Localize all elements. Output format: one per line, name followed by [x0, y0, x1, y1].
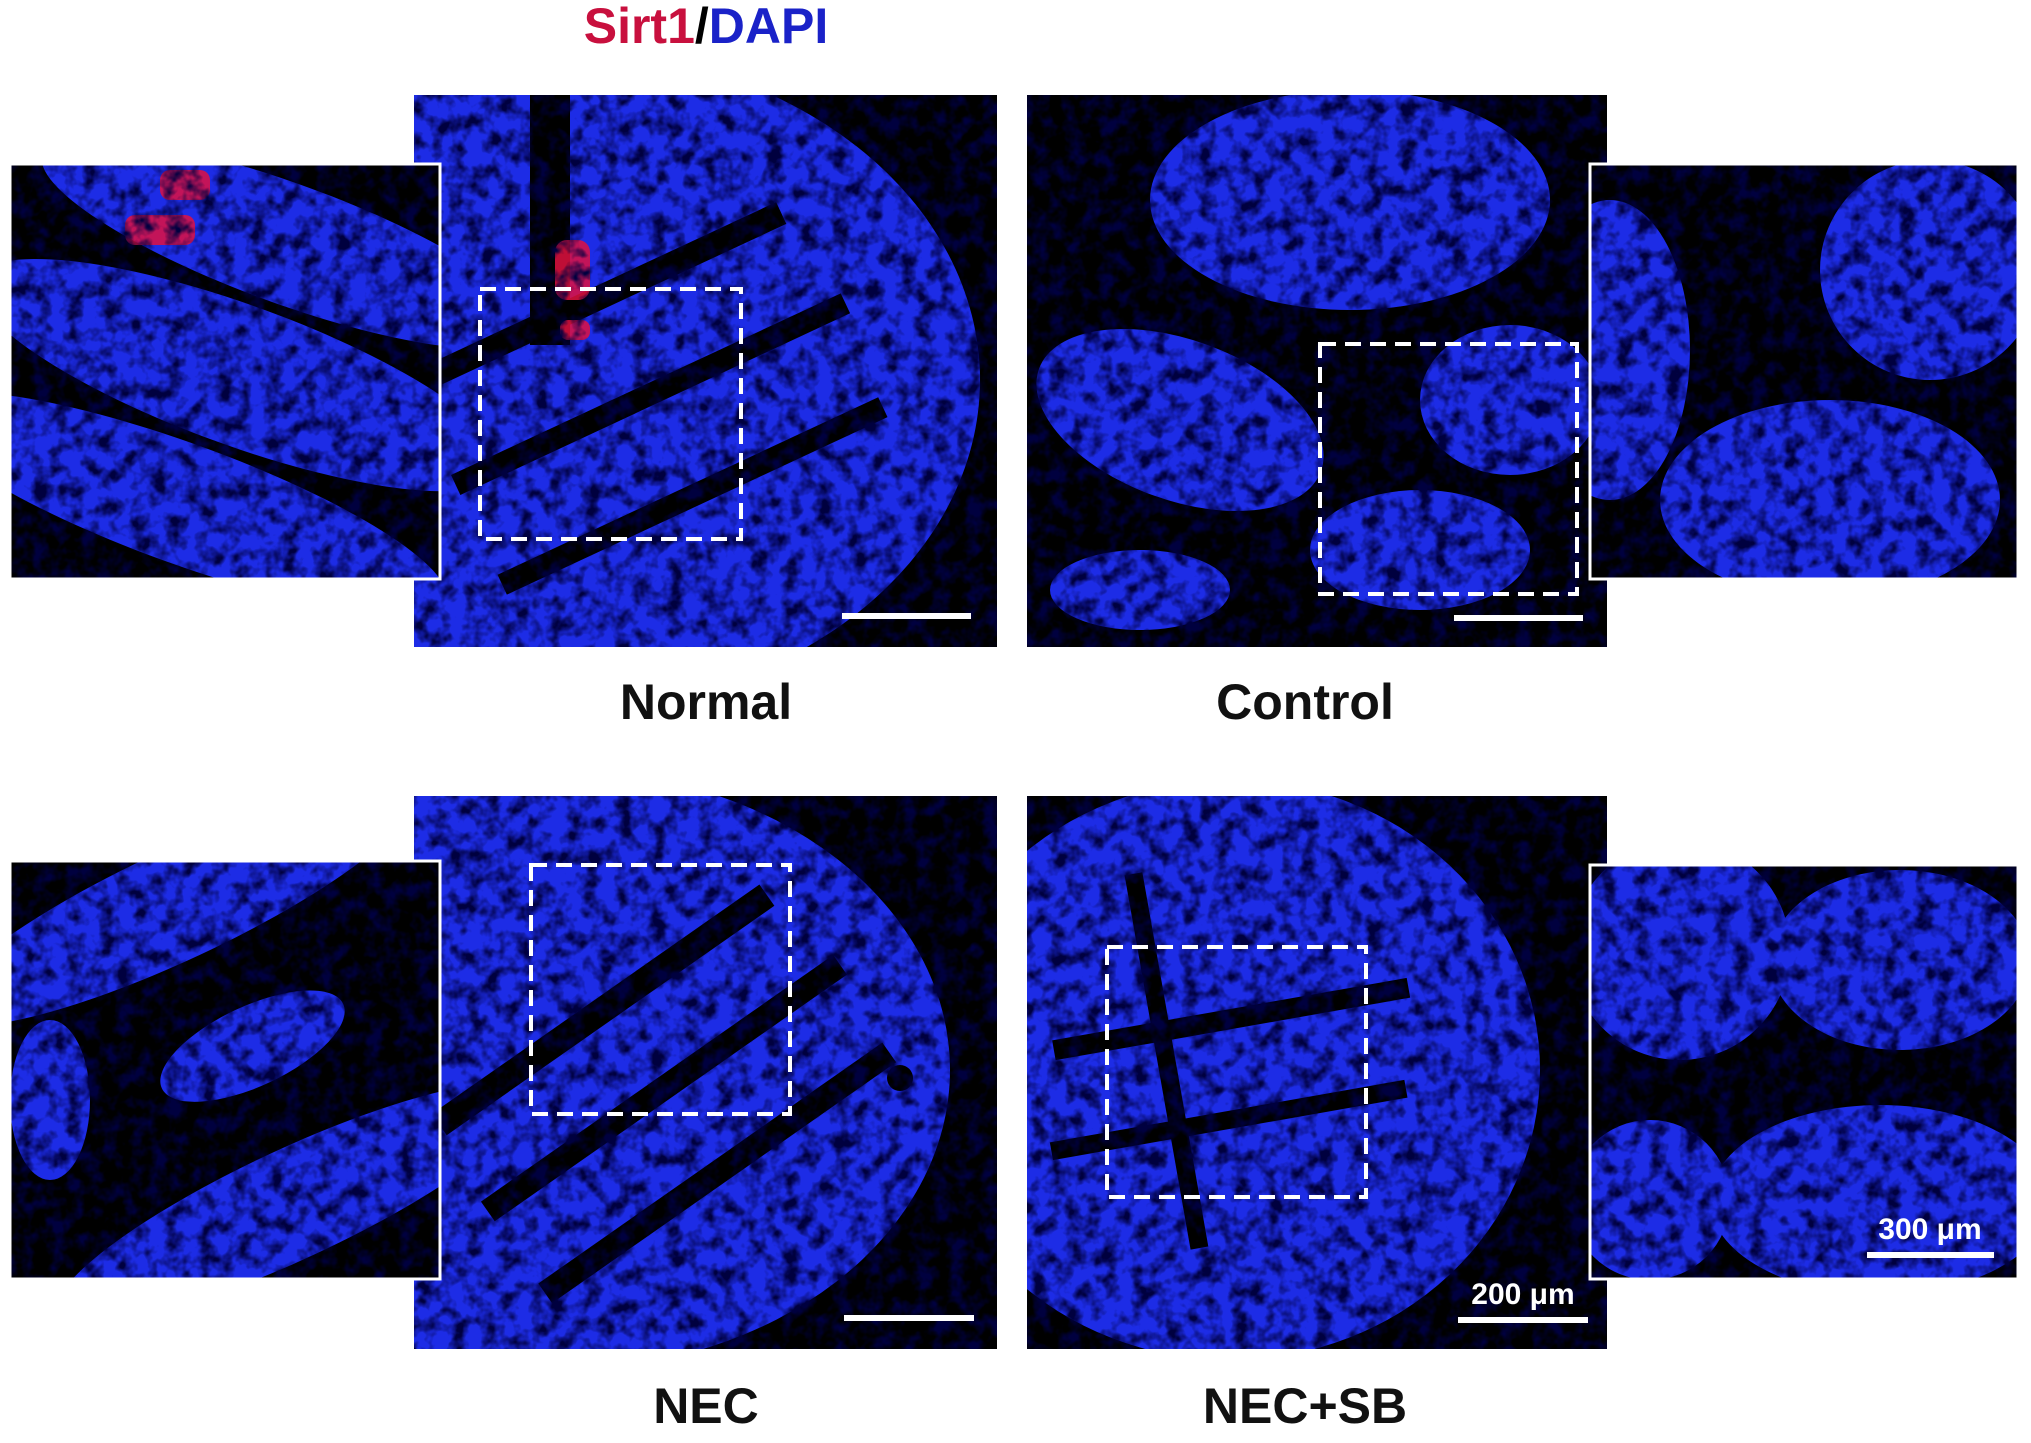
micrograph — [414, 796, 997, 1349]
panel-label: NEC+SB — [1203, 1378, 1407, 1434]
inset-micrograph — [10, 164, 440, 579]
inset-frame — [8, 162, 442, 581]
zoom-region — [1105, 945, 1368, 1199]
zoom-region — [1318, 342, 1579, 596]
stain-name: DAPI — [709, 0, 828, 54]
zoom-region — [529, 863, 792, 1116]
figure-title: Sirt1/DAPI — [584, 0, 829, 54]
inset-frame — [1588, 863, 2020, 1281]
inset-frame — [1588, 162, 2020, 581]
scale-bar-label: 300 μm — [1878, 1213, 1981, 1246]
scale-bar-label: 200 μm — [1471, 1278, 1574, 1311]
separator: / — [695, 0, 709, 54]
panel-label: Control — [1216, 674, 1394, 730]
inset-frame — [8, 859, 442, 1281]
micrograph — [1027, 796, 1607, 1349]
inset-micrograph — [1590, 164, 2018, 579]
panel-label: NEC — [653, 1378, 759, 1434]
panel-label: Normal — [620, 674, 792, 730]
micrograph — [414, 95, 997, 647]
micrograph — [1027, 95, 1607, 647]
inset-micrograph — [1590, 865, 2018, 1279]
marker-name: Sirt1 — [584, 0, 695, 54]
inset-micrograph — [10, 861, 440, 1279]
zoom-region — [478, 287, 743, 541]
